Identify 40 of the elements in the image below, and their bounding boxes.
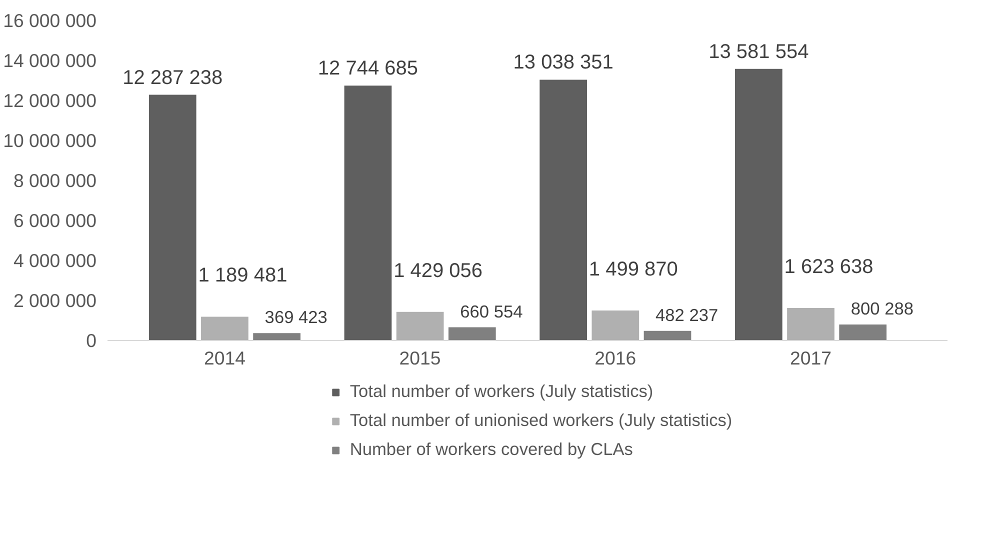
bar [839,324,887,340]
bar [201,316,248,340]
data-label: 13 038 351 [513,52,614,74]
data-label: 482 237 [656,304,718,325]
legend-label: Total number of workers (July statistics) [350,381,654,402]
data-label: 13 581 554 [708,40,809,63]
legend-label: Total number of unionised workers (July statistics) [350,410,732,431]
data-label: 1 623 638 [784,256,874,278]
bar [448,327,496,340]
data-label: 12 287 238 [122,66,223,89]
data-label: 1 429 056 [394,260,483,282]
x-tick-label: 2014 [204,348,246,368]
bar [253,333,300,340]
y-tick-label: 10 000 000 [3,130,97,151]
y-tick-label: 6 000 000 [14,210,97,231]
y-tick-label: 16 000 000 [3,10,97,31]
data-label: 800 288 [850,298,914,318]
y-tick-label: 0 [86,330,97,351]
x-tick-label: 2015 [399,348,441,368]
bar [734,68,782,340]
data-label: 12 744 685 [318,58,418,80]
bar [344,86,392,340]
y-tick-label: 4 000 000 [14,250,97,271]
legend-label: Number of workers covered by CLAs [350,439,633,460]
bar [396,312,444,340]
y-tick-label: 12 000 000 [3,90,97,111]
data-label: 369 423 [264,307,328,328]
bar [644,330,692,340]
y-tick-label: 14 000 000 [3,50,97,71]
bar [148,94,196,340]
data-label: 660 554 [460,301,524,322]
x-tick-label: 2017 [790,348,832,368]
bar [540,80,587,340]
y-tick-label: 8 000 000 [14,170,97,191]
x-tick-label: 2016 [594,348,636,368]
data-label: 1 499 870 [588,258,678,281]
data-label: 1 189 481 [198,264,288,287]
y-tick-label: 2 000 000 [14,290,97,311]
bar [787,308,834,340]
bar [592,310,640,340]
